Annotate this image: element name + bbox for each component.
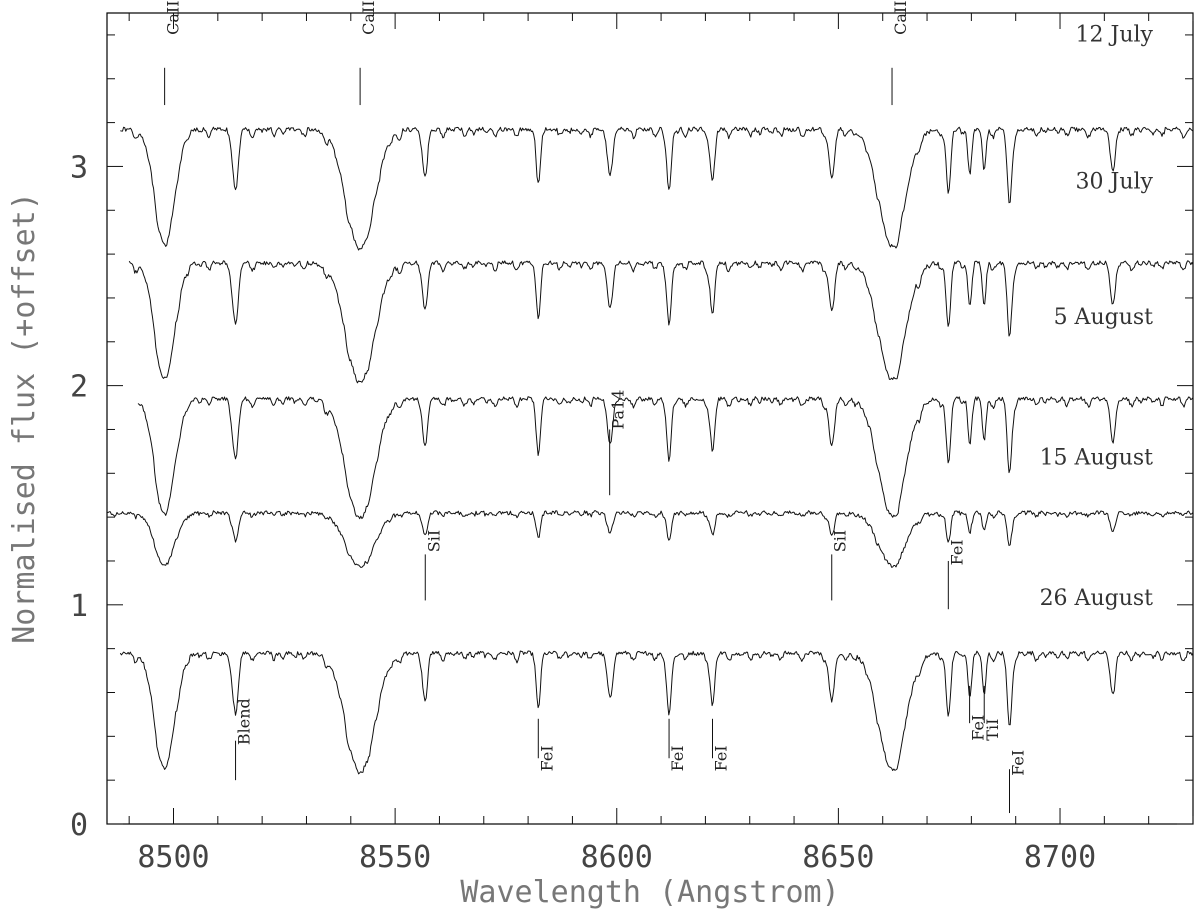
annotation-label: CaII	[891, 0, 910, 34]
annotation-label: SiI	[424, 530, 443, 552]
x-tick-label: 8700	[1024, 840, 1096, 875]
x-tick-label: 8550	[359, 840, 431, 875]
spectrum-line	[119, 650, 1194, 775]
series-label: 12 July	[1076, 22, 1154, 47]
spectrum-line	[137, 396, 1194, 520]
annotation-label: Pa14	[609, 390, 628, 430]
annotation-label: FeI	[1009, 750, 1028, 776]
series-label: 5 August	[1054, 305, 1154, 330]
annotation-label: SiI	[831, 530, 850, 552]
tick-labels: 8500 8550 8600 8650 8700 0 1 2 3	[70, 150, 1096, 875]
series-labels: 12 July 30 July 5 August 15 August 26 August	[1040, 22, 1154, 610]
y-tick-label: 2	[70, 370, 88, 405]
annotation-label: CaII	[359, 0, 378, 34]
axis-ticks	[107, 13, 1194, 825]
annotation-label: FeI	[947, 539, 966, 565]
annotation-label: FeI	[668, 745, 687, 771]
y-tick-label: 3	[70, 150, 88, 185]
line-annotations: CaII CaII CaII Pa14 SiI SiI FeI Blend FeI FeI FeI F…	[164, 0, 1028, 814]
spectrum-line	[128, 260, 1194, 384]
annotation-label: FeI	[712, 745, 731, 771]
plot-frame	[106, 12, 1194, 825]
annotation-label: Blend	[235, 698, 254, 745]
spectra-series	[106, 126, 1194, 775]
annotation-label: FeI	[537, 745, 556, 771]
spectrum-line	[106, 510, 1194, 568]
annotation-label: CaII	[164, 0, 183, 34]
x-axis-title: Wavelength (Angstrom)	[460, 875, 839, 910]
y-axis-title: Normalised flux (+offset)	[7, 192, 42, 644]
annotation-label: FeI	[969, 715, 988, 741]
x-tick-label: 8650	[802, 840, 874, 875]
series-label: 26 August	[1040, 586, 1154, 611]
x-tick-label: 8500	[137, 840, 209, 875]
y-tick-label: 1	[70, 589, 88, 624]
series-label: 30 July	[1076, 169, 1154, 194]
y-tick-label: 0	[70, 808, 88, 843]
series-label: 15 August	[1040, 446, 1154, 471]
annotation-label: TiI	[983, 719, 1002, 741]
x-tick-label: 8600	[581, 840, 653, 875]
spectrum-line	[120, 126, 1194, 251]
